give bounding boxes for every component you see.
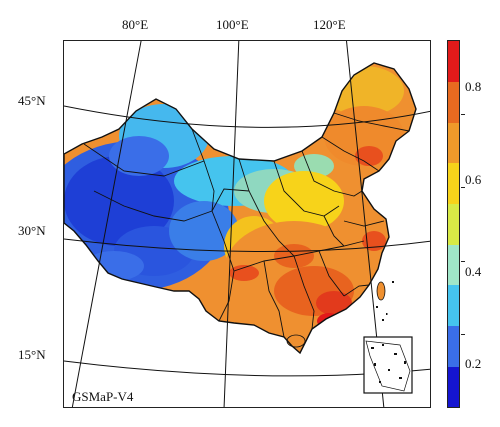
- colorbar-tick-mark: [461, 333, 465, 335]
- colorbar-tick-0-6: 0.6: [465, 172, 482, 187]
- colorbar-segment: [448, 366, 459, 408]
- lat-label-45: 45°N: [18, 93, 46, 108]
- colorbar-segment: [448, 81, 459, 123]
- colorbar-segment: [448, 285, 459, 327]
- inset-south-china-sea: [363, 336, 413, 394]
- colorbar-tick-0-8: 0.8: [465, 79, 482, 94]
- precip-map: [64, 41, 430, 407]
- colorbar-segment: [448, 41, 459, 83]
- colorbar-segment: [448, 163, 459, 205]
- lon-label-120: 120°E: [313, 17, 346, 32]
- map-caption: GSMaP-V4: [72, 389, 134, 404]
- colorbar-tick-0-4: 0.4: [465, 264, 482, 279]
- colorbar: [447, 40, 465, 408]
- lon-label-80: 80°E: [122, 17, 149, 32]
- lat-label-30: 30°N: [18, 223, 46, 238]
- map-frame: [63, 40, 431, 408]
- lat-label-15: 15°N: [18, 347, 46, 362]
- colorbar-tick-0-2: 0.2: [465, 356, 482, 371]
- colorbar-tick-mark: [461, 187, 465, 189]
- colorbar-tick-mark: [461, 114, 465, 116]
- colorbar-tick-mark: [461, 260, 465, 262]
- colorbar-segment: [448, 203, 459, 245]
- colorbar-segment: [448, 325, 459, 367]
- colorbar-segment: [448, 244, 459, 286]
- lon-label-100: 100°E: [216, 17, 249, 32]
- colorbar-segment: [448, 122, 459, 164]
